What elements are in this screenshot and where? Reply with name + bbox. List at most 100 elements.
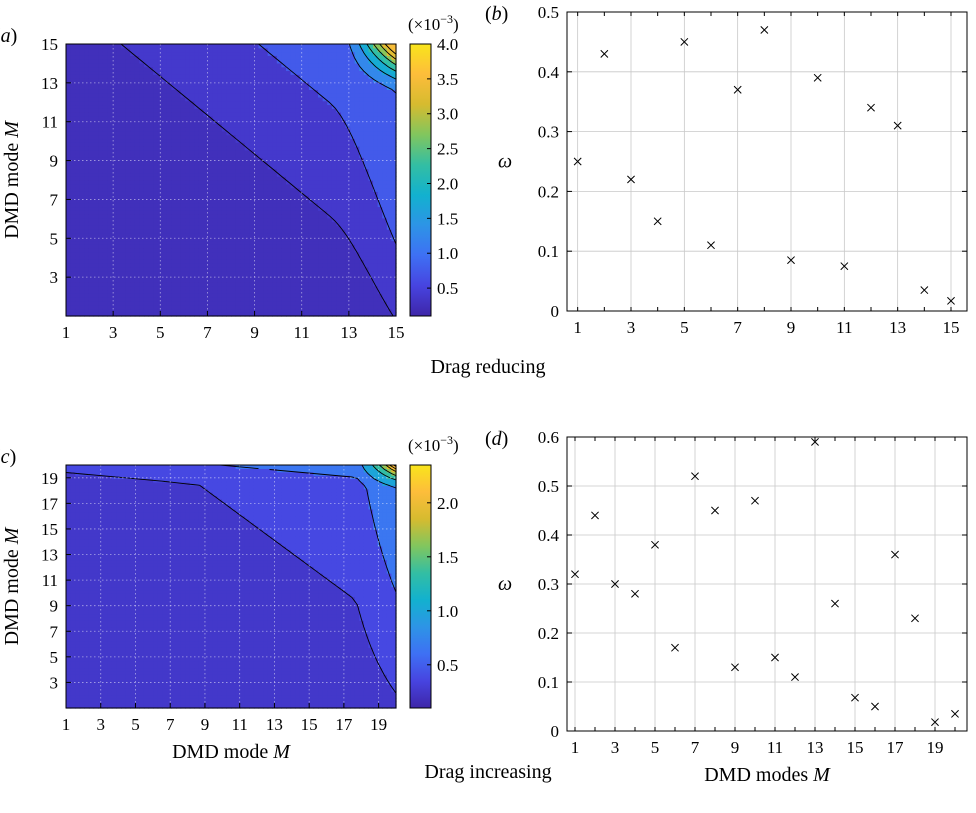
y-axis-label: ω [498, 151, 512, 173]
colorbar-tick-label: 1.5 [437, 209, 458, 228]
data-point [707, 241, 715, 250]
y-tick-label: 0.1 [538, 242, 559, 261]
x-tick-label: 7 [733, 318, 742, 337]
data-point [573, 157, 582, 166]
y-axis-label: ω [498, 573, 512, 595]
data-point [951, 709, 959, 718]
colorbar [409, 464, 432, 709]
x-tick-label: 7 [166, 715, 175, 734]
data-point [871, 702, 879, 711]
colorbar-tick-label: 3.0 [437, 105, 458, 124]
y-tick-label: 0.4 [538, 63, 560, 82]
x-tick-label: 9 [201, 715, 210, 734]
data-point [591, 511, 599, 520]
data-point [931, 718, 939, 727]
x-tick-label: 7 [203, 323, 212, 342]
data-point [711, 506, 719, 515]
colorbar-exponent: (×10−3) [408, 12, 459, 34]
colorbar-tick-label: 1.0 [437, 244, 458, 263]
x-tick-label: 5 [680, 318, 689, 337]
x-tick-label: 3 [109, 323, 118, 342]
data-point [771, 653, 779, 662]
y-tick-label: 3 [50, 268, 59, 287]
colorbar-tick-label: 1.0 [437, 602, 458, 621]
data-point [751, 496, 759, 505]
x-tick-label: 15 [388, 323, 405, 342]
data-point [891, 550, 899, 559]
colorbar-tick-label: 2.5 [437, 140, 458, 159]
x-tick-label: 15 [301, 715, 318, 734]
y-tick-label: 15 [41, 35, 58, 54]
y-tick-label: 13 [41, 546, 58, 565]
data-point [893, 121, 902, 130]
x-tick-label: 11 [294, 323, 310, 342]
x-tick-label: 5 [156, 323, 165, 342]
y-axis-label: DMD mode M [1, 526, 23, 645]
y-tick-label: 0.3 [538, 123, 559, 142]
data-point [911, 614, 919, 623]
colorbar-tick-label: 0.5 [437, 279, 458, 298]
colorbar-tick-label: 2.0 [437, 494, 458, 513]
y-tick-label: 3 [50, 673, 59, 692]
data-point [651, 540, 659, 549]
colorbar-tick-label: 3.5 [437, 70, 458, 89]
y-tick-label: 0.6 [538, 428, 559, 447]
data-point [631, 589, 639, 598]
data-point [867, 103, 875, 112]
x-tick-label: 11 [767, 738, 783, 757]
x-tick-label: 5 [651, 738, 660, 757]
x-tick-label: 15 [943, 318, 960, 337]
data-point [840, 262, 849, 271]
caption-drag-increasing: Drag increasing [424, 761, 551, 783]
x-tick-label: 9 [787, 318, 796, 337]
y-tick-label: 0.1 [538, 673, 559, 692]
y-tick-label: 0.2 [538, 182, 559, 201]
data-point [831, 599, 839, 608]
data-point [571, 570, 579, 579]
x-tick-label: 13 [340, 323, 357, 342]
y-tick-label: 0.2 [538, 624, 559, 643]
y-tick-label: 0 [551, 722, 560, 741]
plot-frame [65, 43, 397, 317]
plot-frame [566, 11, 968, 312]
x-tick-label: 19 [927, 738, 944, 757]
x-tick-label: 1 [62, 715, 71, 734]
x-axis-label: DMD modes M [704, 764, 831, 786]
x-tick-label: 9 [731, 738, 740, 757]
colorbar [409, 43, 432, 317]
colorbar-tick-label: 0.5 [437, 656, 458, 675]
data-point [920, 286, 929, 295]
y-tick-label: 5 [50, 229, 59, 248]
x-tick-label: 15 [847, 738, 864, 757]
y-tick-label: 9 [50, 597, 59, 616]
x-tick-label: 3 [627, 318, 636, 337]
y-tick-label: 7 [50, 190, 59, 209]
y-axis-label: DMD mode M [1, 120, 23, 239]
x-axis-label: DMD mode M [172, 741, 291, 763]
colorbar-tick-label: 1.5 [437, 548, 458, 567]
x-tick-label: 1 [573, 318, 582, 337]
panel-label: (a) [0, 25, 17, 47]
x-tick-label: 13 [266, 715, 283, 734]
x-tick-label: 19 [370, 715, 387, 734]
x-tick-label: 17 [887, 738, 905, 757]
data-point [760, 25, 769, 34]
panel-label: (d) [485, 428, 508, 450]
data-point [791, 673, 799, 682]
caption-drag-reducing: Drag reducing [431, 356, 546, 378]
y-tick-label: 15 [41, 520, 58, 539]
data-point [731, 663, 739, 672]
x-tick-label: 3 [96, 715, 105, 734]
y-tick-label: 7 [50, 622, 59, 641]
data-point [733, 85, 742, 94]
data-point [947, 296, 955, 305]
x-tick-label: 9 [250, 323, 259, 342]
colorbar-tick-label: 2.0 [437, 174, 458, 193]
y-tick-label: 11 [42, 571, 58, 590]
y-tick-label: 0.4 [538, 526, 560, 545]
data-point [787, 256, 795, 265]
